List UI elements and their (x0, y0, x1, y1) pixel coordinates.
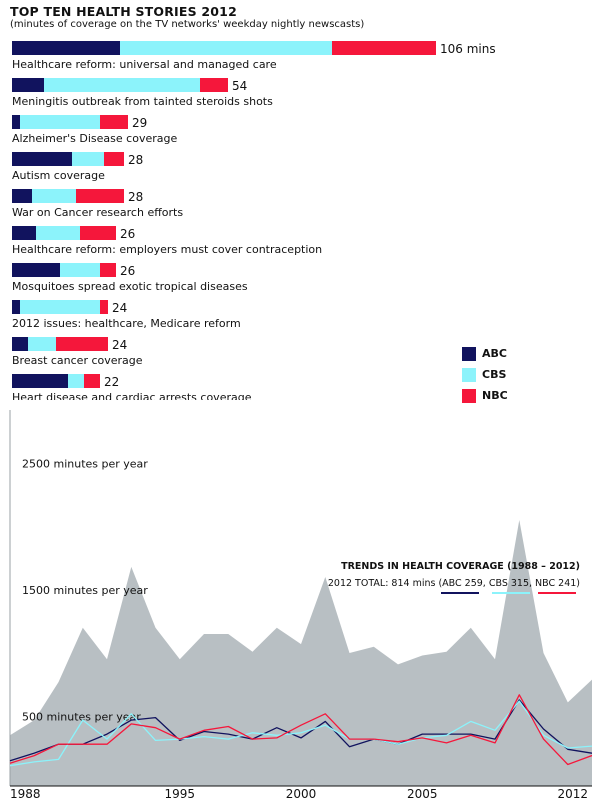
bar-cbs-3 (72, 152, 104, 166)
bar-legend: ABC CBS NBC (462, 343, 508, 406)
bar-total-label-2: 29 (132, 116, 147, 130)
x-tick-label-1988: 1988 (10, 787, 41, 800)
bar-category-label-2: Alzheimer's Disease coverage (12, 132, 177, 145)
bar-cbs-9 (68, 374, 84, 388)
bar-total-label-0: 106 mins (440, 42, 496, 56)
trend-line-chart: 2500 minutes per year 1500 minutes per ye… (9, 410, 592, 800)
legend-swatch-cbs (462, 367, 476, 382)
bar-cbs-2 (20, 115, 100, 129)
bar-category-label-6: Mosquitoes spread exotic tropical diseas… (12, 280, 248, 293)
bar-abc-3 (12, 152, 72, 166)
legend-swatch-nbc (462, 388, 476, 403)
bar-total-label-9: 22 (104, 375, 119, 389)
bar-total-label-7: 24 (112, 301, 127, 315)
top-ten-subtitle: (minutes of coverage on the TV networks'… (10, 19, 365, 30)
bar-abc-5 (12, 226, 36, 240)
y-axis-label-2: 500 minutes per year (22, 711, 141, 724)
bar-nbc-3 (104, 152, 124, 166)
bar-abc-4 (12, 189, 32, 203)
bar-abc-9 (12, 374, 68, 388)
legend-swatch-abc (462, 346, 476, 361)
bar-total-label-8: 24 (112, 338, 127, 352)
bar-total-label-4: 28 (128, 190, 143, 204)
trend-subtitle: 2012 TOTAL: 814 mins (ABC 259, CBS 315, … (328, 578, 580, 589)
bar-category-label-7: 2012 issues: healthcare, Medicare reform (12, 317, 241, 330)
bar-nbc-6 (100, 263, 116, 277)
legend-item-nbc: NBC (462, 385, 508, 406)
bar-abc-8 (12, 337, 28, 351)
bar-cbs-1 (44, 78, 200, 92)
bar-cbs-0 (120, 41, 332, 55)
bar-nbc-7 (100, 300, 108, 314)
bar-total-label-5: 26 (120, 227, 135, 241)
bar-cbs-4 (32, 189, 76, 203)
top-ten-title: TOP TEN HEALTH STORIES 2012 (10, 4, 237, 19)
legend-label-abc: ABC (482, 347, 507, 360)
bar-nbc-2 (100, 115, 128, 129)
bar-nbc-8 (56, 337, 108, 351)
bar-nbc-0 (332, 41, 436, 55)
bar-abc-2 (12, 115, 20, 129)
bar-abc-1 (12, 78, 44, 92)
trend-line-abc (9, 699, 592, 762)
x-tick-label-2000: 2000 (286, 787, 317, 800)
bar-total-label-1: 54 (232, 79, 247, 93)
stacked-bar-chart: 106 mins Healthcare reform: universal and… (12, 41, 496, 400)
bar-category-label-0: Healthcare reform: universal and managed… (12, 58, 277, 71)
bar-cbs-8 (28, 337, 56, 351)
trend-title: TRENDS IN HEALTH COVERAGE (1988 – 2012) (341, 561, 580, 572)
bar-category-label-5: Healthcare reform: employers must cover … (12, 243, 322, 256)
bar-nbc-4 (76, 189, 124, 203)
bar-abc-7 (12, 300, 20, 314)
bar-category-label-3: Autism coverage (12, 169, 105, 182)
legend-label-nbc: NBC (482, 389, 508, 402)
total-coverage-area (10, 520, 592, 786)
legend-label-cbs: CBS (482, 368, 507, 381)
y-axis-label-0: 2500 minutes per year (22, 457, 148, 470)
y-axis-label-1: 1500 minutes per year (22, 584, 148, 597)
bar-nbc-1 (200, 78, 228, 92)
bar-cbs-5 (36, 226, 80, 240)
bar-cbs-6 (60, 263, 100, 277)
bar-category-label-8: Breast cancer coverage (12, 354, 143, 367)
bar-total-label-3: 28 (128, 153, 143, 167)
trend-line-cbs (9, 700, 592, 767)
bar-abc-6 (12, 263, 60, 277)
x-tick-label-1995: 1995 (164, 787, 195, 800)
bar-total-label-6: 26 (120, 264, 135, 278)
bar-nbc-9 (84, 374, 100, 388)
x-tick-label-2012: 2012 (557, 787, 588, 800)
bar-nbc-5 (80, 226, 116, 240)
bar-category-label-9: Heart disease and cardiac arrests covera… (12, 391, 252, 400)
bar-abc-0 (12, 41, 120, 55)
bar-cbs-7 (20, 300, 100, 314)
bar-category-label-1: Meningitis outbreak from tainted steroid… (12, 95, 273, 108)
trend-line-nbc (9, 694, 592, 766)
legend-item-abc: ABC (462, 343, 508, 364)
bar-category-label-4: War on Cancer research efforts (12, 206, 183, 219)
x-tick-label-2005: 2005 (407, 787, 438, 800)
legend-item-cbs: CBS (462, 364, 508, 385)
